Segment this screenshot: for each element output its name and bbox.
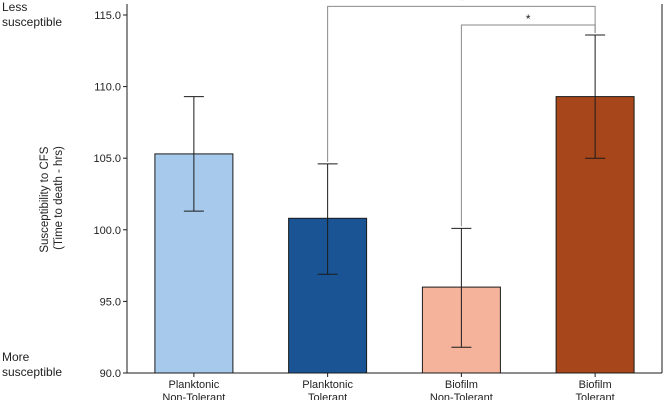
x-tick-label-4: Biofilm Tolerant [576, 379, 615, 400]
x-tick-label-4-line-2: Tolerant [576, 392, 615, 400]
susceptible-line: susceptible [2, 15, 63, 29]
less-line: Less [2, 0, 28, 14]
significance-layer: ** [327, 0, 596, 227]
x-tick-label-1-line-2: Non-Tolerant [162, 392, 225, 400]
significance-bracket-2 [460, 24, 596, 227]
y-tick-label-1: 90.0 [100, 368, 121, 380]
y-tick-label-6: 115.0 [94, 10, 121, 22]
more-susceptible-label: More susceptible [2, 350, 62, 380]
x-tick-label-4-line-1: Biofilm [579, 379, 612, 391]
x-tick-label-2-line-1: Planktonic [302, 379, 353, 391]
y-axis-label-line-2: (Time to death - hrs) [53, 146, 65, 250]
x-tick-label-1-line-1: Planktonic [168, 379, 219, 391]
x-tick-label-3-line-2: Non-Tolerant [430, 392, 493, 400]
y-axis-label: Susceptibility to CFS (Time to death - h… [39, 143, 65, 252]
x-tick-label-1: Planktonic Non-Tolerant [162, 379, 225, 400]
y-tick-label-5: 110.0 [94, 82, 121, 94]
error-bars-layer [183, 34, 606, 348]
significance-star-1: * [459, 0, 464, 7]
susceptible-line: susceptible [2, 365, 63, 379]
x-tick-label-3-line-1: Biofilm [445, 379, 478, 391]
y-axis-label-line-1: Susceptibility to CFS [39, 146, 51, 252]
y-tick-label-4: 105.0 [93, 153, 121, 165]
x-tick-label-2-line-2: Tolerant [308, 392, 347, 400]
y-tick-label-3: 100.0 [93, 225, 121, 237]
x-tick-label-2: Planktonic Tolerant [302, 379, 353, 400]
significance-star-2: * [526, 12, 531, 26]
significance-bracket-1 [327, 5, 596, 162]
less-susceptible-label: Less susceptible [2, 0, 62, 30]
more-line: More [2, 350, 30, 364]
y-tick-label-2: 95.0 [100, 296, 121, 308]
x-tick-label-3: Biofilm Non-Tolerant [430, 379, 493, 400]
bars-layer [154, 96, 635, 374]
